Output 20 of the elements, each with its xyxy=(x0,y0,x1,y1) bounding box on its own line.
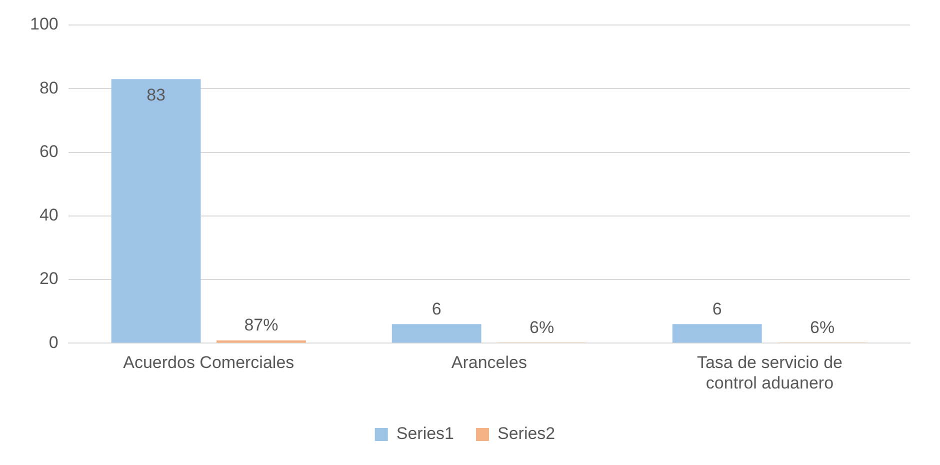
legend-label: Series1 xyxy=(396,424,454,444)
y-tick-label: 0 xyxy=(48,332,58,352)
data-label: 83 xyxy=(146,85,166,104)
bar xyxy=(672,324,762,343)
x-tick-label: Tasa de servicio de control aduanero xyxy=(696,353,842,392)
data-label: 6 xyxy=(432,299,442,318)
y-tick-label: 20 xyxy=(39,269,58,288)
y-tick-label: 100 xyxy=(30,14,58,34)
bar xyxy=(392,324,482,343)
y-tick-label: 80 xyxy=(39,78,58,98)
bar xyxy=(111,79,201,343)
data-label: 6% xyxy=(529,318,554,338)
x-tick-label: Aranceles xyxy=(451,353,527,372)
y-tick-label: 40 xyxy=(39,206,58,225)
data-label: 6% xyxy=(810,318,835,338)
data-label: 6 xyxy=(712,299,722,318)
data-label: 87% xyxy=(244,316,278,335)
x-tick-label: Acuerdos Comerciales xyxy=(123,353,294,372)
y-tick-label: 60 xyxy=(39,142,58,161)
legend-label: Series2 xyxy=(498,424,556,444)
